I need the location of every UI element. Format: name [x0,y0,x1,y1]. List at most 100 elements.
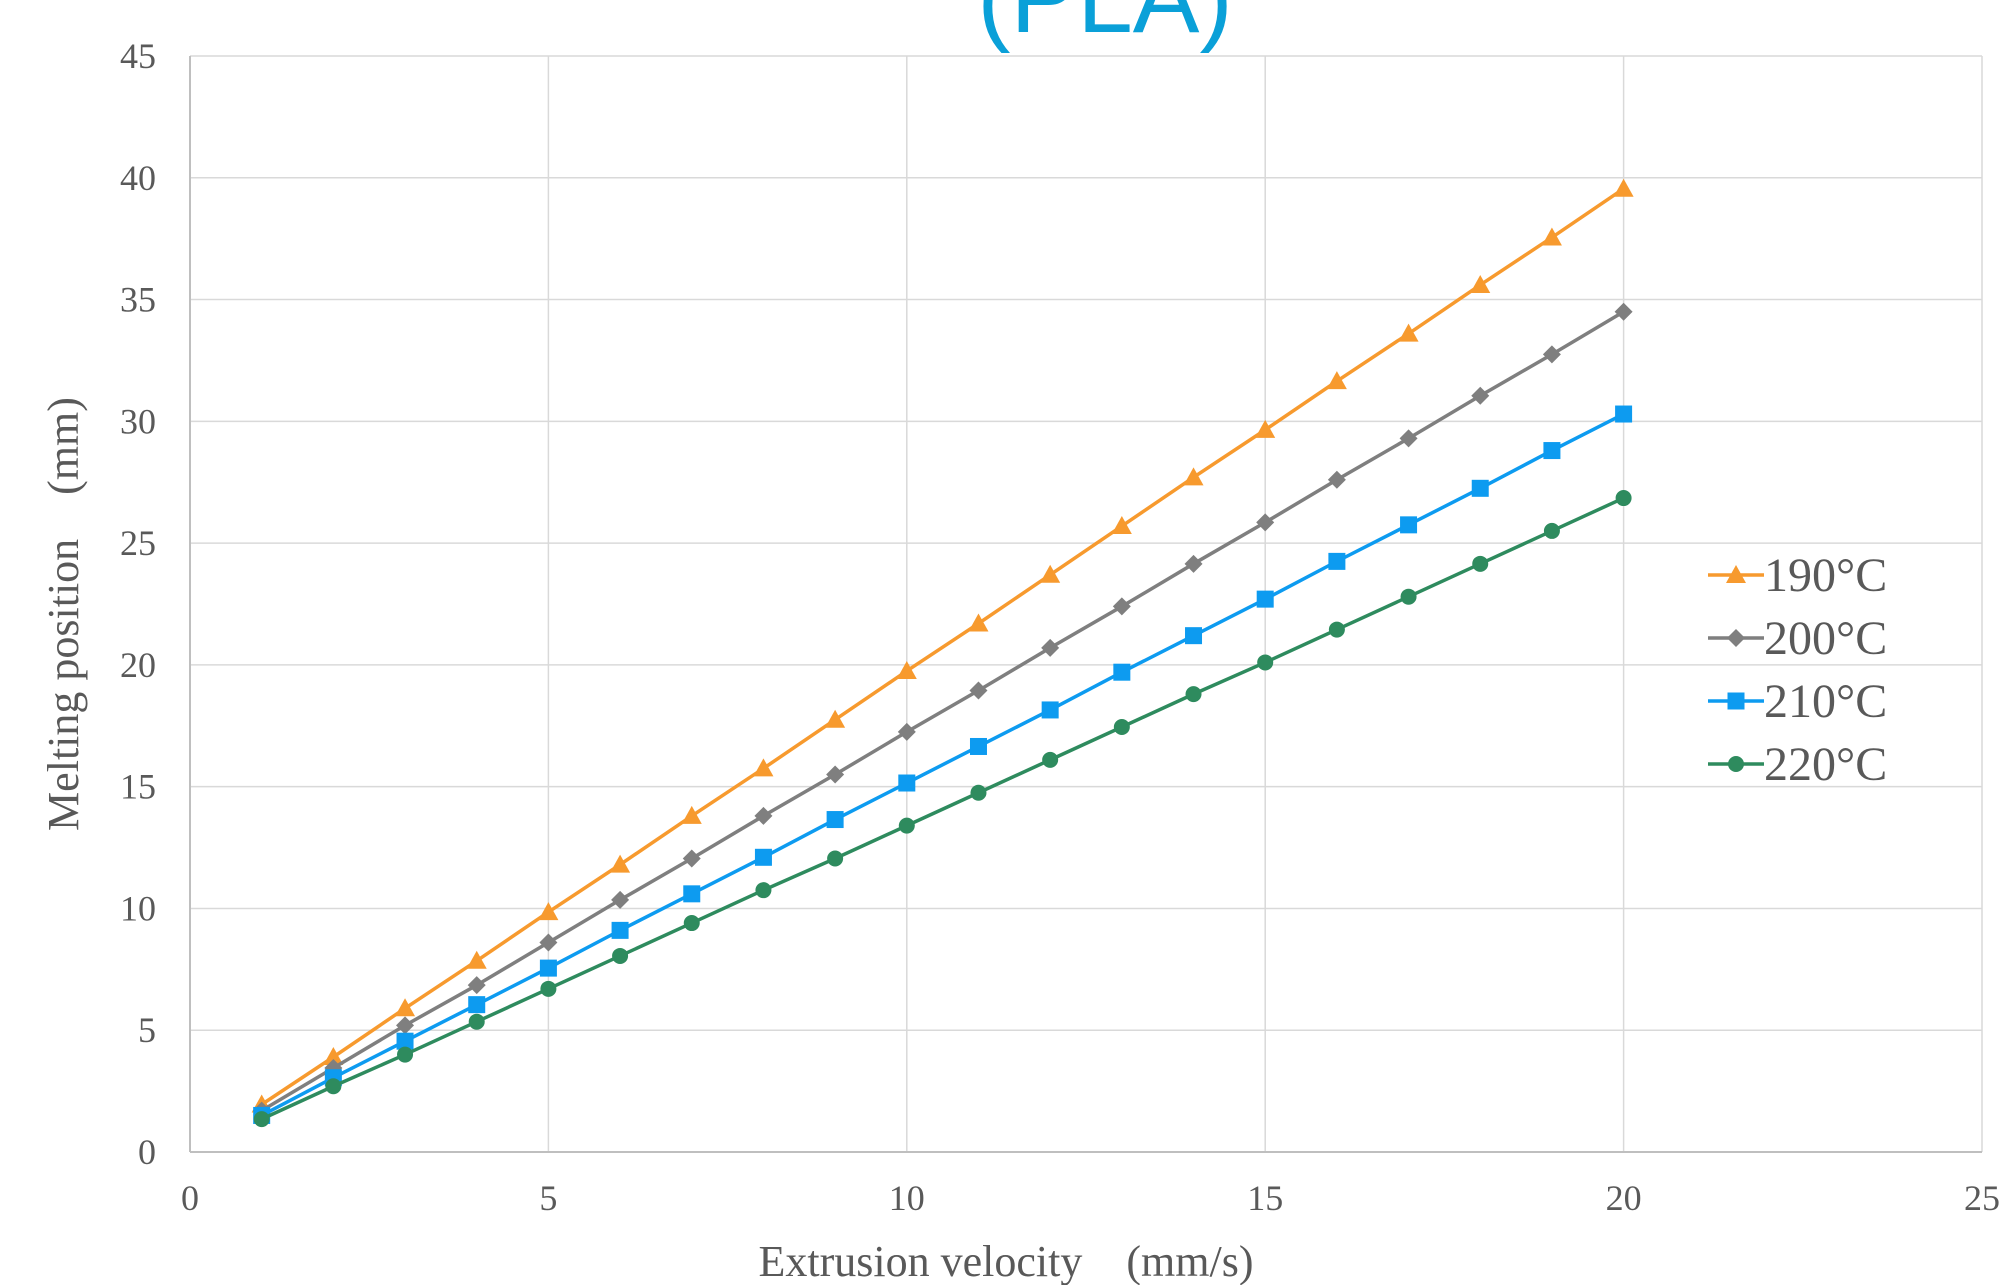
data-point [898,774,916,792]
data-point [683,885,701,903]
data-point [1543,522,1560,539]
data-point [1255,419,1276,438]
data-point [1113,718,1130,735]
data-point [969,681,988,700]
series-190°C [251,178,1634,1113]
data-point [896,660,917,679]
data-point [1543,442,1561,460]
data-point [826,811,844,829]
legend-item: 220°C [1708,738,1887,791]
x-tick-label: 15 [1247,1178,1283,1218]
data-point [1257,654,1274,671]
tick-labels: 0 5 10 15 20 25 30 35 40 45 0 5 10 15 20 25 [120,36,2000,1218]
series-200°C [252,302,1633,1120]
y-tick-label: 35 [120,280,156,320]
data-point [1040,564,1061,583]
data-point [753,758,774,777]
data-point [1471,479,1489,497]
y-tick-label: 15 [120,767,156,807]
data-point [1113,663,1131,681]
data-point [1041,701,1059,719]
legend-item: 200°C [1708,612,1887,665]
legend-label: 220°C [1764,738,1887,791]
x-tick-label: 25 [1964,1178,2000,1218]
series-line [260,310,1625,1113]
y-tick-label: 45 [120,36,156,76]
data-point [1470,274,1491,293]
legend-item: 210°C [1708,675,1887,728]
data-point [825,709,846,728]
x-tick-label: 0 [181,1178,199,1218]
y-tick-label: 40 [120,158,156,198]
series-line [260,496,1625,1121]
y-tick-label: 25 [120,523,156,563]
data-point [397,1046,414,1063]
grid-lines [190,55,1983,1152]
data-point [1613,178,1634,197]
data-point [1185,686,1202,703]
legend-item: 190°C [1708,549,1887,602]
data-point [1327,470,1346,489]
data-point [1328,552,1346,570]
series-210°C [253,405,1633,1124]
data-point [468,1013,485,1030]
series-line [260,187,1625,1106]
legend-label: 200°C [1764,612,1887,665]
data-point [1328,621,1345,638]
data-point [755,882,772,899]
data-point [1111,516,1132,535]
legend-label: 210°C [1764,675,1887,728]
data-point [1400,588,1417,605]
data-point [1541,227,1562,246]
legend: 190°C 200°C 210°C 220°C [1708,549,1887,791]
data-point [683,915,700,932]
legend-label: 190°C [1764,549,1887,602]
data-point [897,722,916,741]
data-point [611,921,629,939]
data-point [682,849,701,868]
y-tick-label: 30 [120,401,156,441]
data-point [466,950,487,969]
x-tick-label: 10 [889,1178,925,1218]
data-point [395,998,416,1017]
series-line [260,412,1625,1118]
y-tick-label: 0 [138,1132,156,1172]
y-tick-label: 5 [138,1010,156,1050]
data-point [754,848,772,866]
data-point [898,817,915,834]
data-point [612,947,629,964]
data-point [754,806,773,825]
data-point [1256,513,1275,532]
x-tick-label: 20 [1606,1178,1642,1218]
data-point [539,959,557,977]
chart-title: (PLA) [977,0,1233,54]
data-point [1112,597,1131,616]
data-point [1399,429,1418,448]
data-point [611,890,630,909]
data-point [968,613,989,632]
data-point [610,854,631,873]
data-point [681,805,702,824]
data-point [1183,467,1204,486]
x-tick-label: 5 [539,1178,557,1218]
data-point [323,1047,344,1066]
data-point [253,1111,270,1128]
data-point [1542,345,1561,364]
data-point [1400,516,1418,534]
data-point [1471,386,1490,405]
data-point [396,1032,414,1050]
data-point [1256,590,1274,608]
data-point [539,933,558,952]
data-point [970,784,987,801]
data-point [540,980,557,997]
data-point [1398,323,1419,342]
data-point [1614,302,1633,321]
data-point [827,850,844,867]
data-point [1184,554,1203,573]
legend-marker [1728,756,1744,772]
x-axis-title: Extrusion velocity (mm/s) [759,1237,1254,1285]
y-axis-title: Melting position (mm) [39,397,88,831]
data-point [1615,405,1633,423]
